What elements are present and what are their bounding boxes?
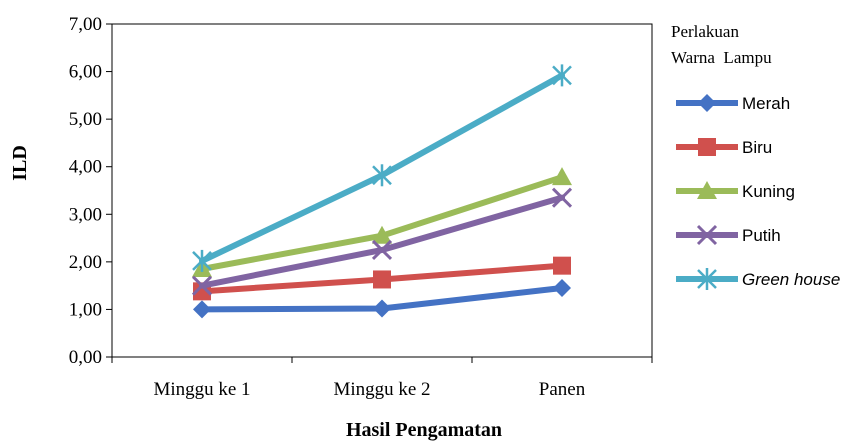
data-point [373, 299, 391, 318]
legend-label: Green house [742, 270, 840, 289]
data-point [371, 239, 393, 261]
data-point [551, 187, 573, 208]
data-point [191, 275, 213, 296]
x-tick-label: Panen [539, 379, 586, 400]
legend-item: Merah [676, 94, 790, 113]
x-tick-label: Minggu ke 2 [333, 379, 430, 400]
data-point [372, 225, 392, 244]
legend-item: Putih [676, 224, 781, 246]
data-point [553, 279, 571, 298]
legend-swatch-marker [698, 138, 716, 156]
data-point [372, 164, 392, 187]
x-axis-title: Hasil Pengamatan [346, 419, 502, 441]
legend-label: Merah [742, 94, 790, 113]
series-greenhouse [192, 64, 572, 272]
legend: Perlakuan Warna Lampu Merah Biru Kuning Put… [671, 22, 840, 290]
y-tick-label: 7,00 [69, 14, 102, 35]
data-point [192, 249, 212, 272]
legend-item: Kuning [676, 181, 795, 201]
legend-item: Green house [676, 268, 840, 290]
series-merah [193, 279, 571, 319]
plot-area-border [111, 23, 653, 358]
x-tick-label: Minggu ke 1 [153, 379, 250, 400]
data-point [193, 300, 211, 319]
y-tick-label: 1,00 [69, 299, 102, 320]
y-tick-label: 2,00 [69, 252, 102, 273]
series-putih [191, 187, 573, 296]
legend-item: Biru [676, 138, 772, 157]
legend-label: Kuning [742, 182, 795, 201]
legend-label: Biru [742, 138, 772, 157]
y-axis: 0,00 1,00 2,00 3,00 4,00 5,00 6,00 7,00 [69, 14, 653, 368]
data-point [552, 64, 572, 87]
data-point [552, 167, 572, 186]
y-tick-label: 5,00 [69, 109, 102, 130]
legend-swatch-marker [697, 181, 717, 199]
y-tick-label: 0,00 [69, 347, 102, 368]
data-point [373, 270, 391, 289]
legend-title-line1: Perlakuan [671, 22, 739, 41]
legend-swatch-marker [697, 268, 717, 290]
y-axis-title: ILD [9, 145, 31, 181]
y-tick-label: 6,00 [69, 62, 102, 83]
data-point [553, 256, 571, 275]
y-tick-label: 4,00 [69, 157, 102, 178]
legend-title-line2: Warna Lampu [671, 48, 772, 67]
legend-swatch-marker [696, 224, 718, 246]
series-layer [191, 64, 573, 319]
y-tick-label: 3,00 [69, 204, 102, 225]
legend-swatch-marker [698, 94, 716, 112]
legend-label: Putih [742, 226, 781, 245]
x-axis: Minggu ke 1 Minggu ke 2 Panen [111, 357, 653, 400]
